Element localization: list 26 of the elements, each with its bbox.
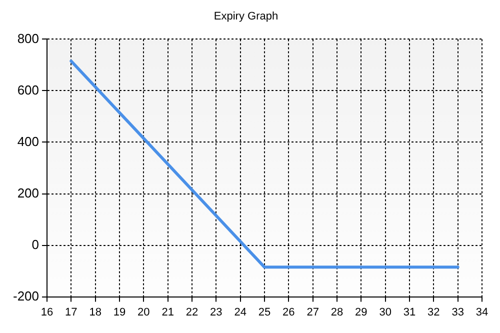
x-tick-label: 30 xyxy=(379,306,392,318)
y-tick-label: 0 xyxy=(32,236,40,252)
x-tick-label: 19 xyxy=(113,306,126,318)
x-tick-label: 32 xyxy=(428,306,440,318)
chart-title: Expiry Graph xyxy=(214,10,278,23)
x-tick-label: 21 xyxy=(162,306,174,318)
y-tick-label: 400 xyxy=(17,134,40,149)
x-tick-label: 29 xyxy=(355,306,368,318)
x-tick-label: 20 xyxy=(138,306,150,318)
x-tick-label: 33 xyxy=(452,306,464,318)
y-tick-label: -200 xyxy=(12,288,40,304)
x-tick-label: 31 xyxy=(403,306,416,318)
x-tick-label: 34 xyxy=(476,306,488,318)
x-tick-label: 22 xyxy=(186,306,198,318)
y-tick-label: 600 xyxy=(17,82,40,98)
x-tick-label: 25 xyxy=(258,306,271,318)
x-tick-label: 24 xyxy=(234,306,246,318)
x-tick-label: 18 xyxy=(89,306,102,318)
x-tick-label: 28 xyxy=(330,306,344,318)
y-tick-label: 800 xyxy=(17,30,40,46)
y-tick-label: 200 xyxy=(17,185,40,200)
x-tick-label: 27 xyxy=(306,306,319,318)
x-tick-label: 17 xyxy=(65,306,78,318)
x-tick-label: 23 xyxy=(210,306,222,318)
x-tick-label: 26 xyxy=(282,306,295,318)
x-tick-label: 16 xyxy=(40,306,54,318)
